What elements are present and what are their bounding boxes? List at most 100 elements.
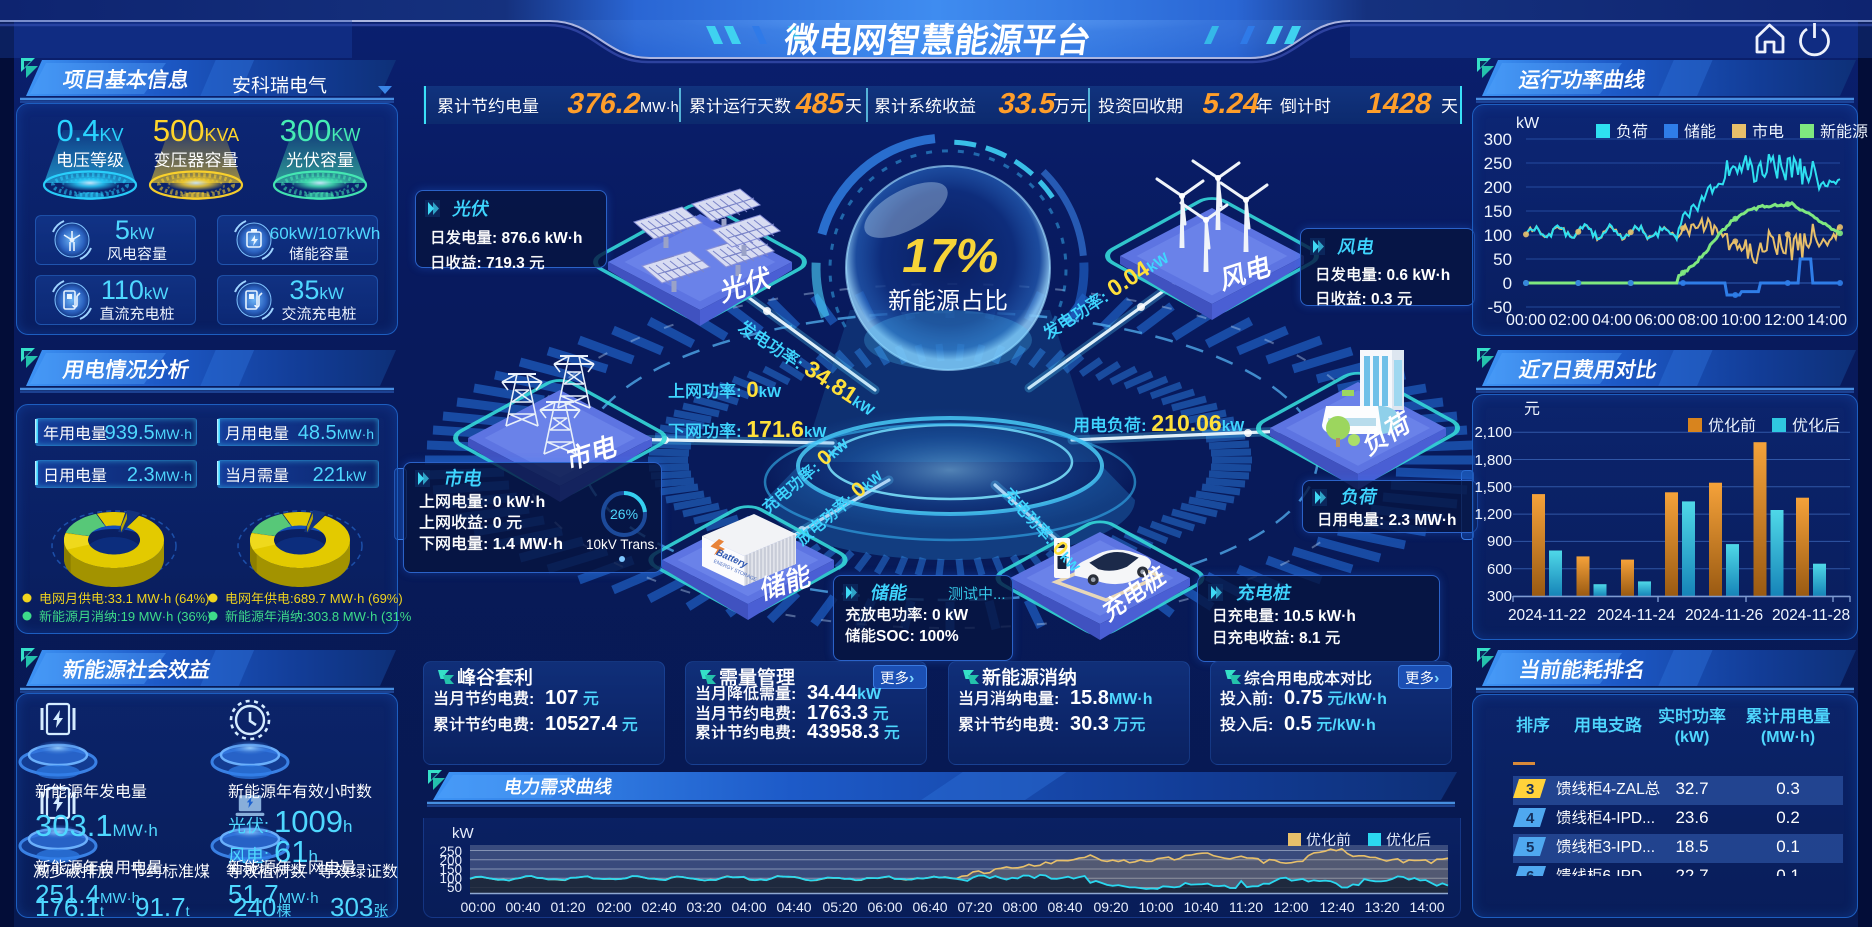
svg-text:8.1: 8.1 [1299, 630, 1321, 647]
svg-text:1.4 MW·h: 1.4 MW·h [493, 536, 563, 553]
svg-text:04:40: 04:40 [777, 899, 812, 915]
svg-text:kW: kW [857, 686, 882, 703]
svg-text:376.2: 376.2 [565, 87, 644, 120]
svg-text::: : [483, 536, 488, 553]
svg-text::: : [264, 816, 269, 836]
svg-text:5: 5 [115, 215, 130, 245]
svg-text:kW: kW [452, 825, 475, 842]
svg-text:10.5 kW·h: 10.5 kW·h [1283, 608, 1355, 625]
svg-text:1,500: 1,500 [1474, 479, 1512, 496]
svg-text:32.7: 32.7 [1675, 779, 1708, 798]
svg-text::: : [1141, 416, 1147, 435]
svg-text:4: 4 [1526, 810, 1535, 827]
svg-text:03:20: 03:20 [686, 899, 721, 915]
svg-text:23.6: 23.6 [1675, 808, 1708, 827]
svg-text:MW·h: MW·h [337, 426, 374, 442]
svg-text:60kW/107kWh: 60kW/107kWh [270, 224, 381, 243]
svg-text::: : [736, 382, 742, 401]
svg-text:15.8: 15.8 [1070, 687, 1109, 709]
svg-text::: : [1377, 267, 1382, 284]
svg-text::: : [791, 725, 796, 742]
svg-text::: : [290, 591, 294, 606]
svg-text:26%: 26% [610, 506, 638, 522]
svg-text:t: t [186, 903, 190, 919]
svg-text:150: 150 [439, 862, 462, 877]
svg-text:2024-11-22: 2024-11-22 [1508, 607, 1586, 624]
svg-text:MW·h: MW·h [113, 821, 158, 840]
svg-text:06:00: 06:00 [867, 899, 902, 915]
svg-text:35: 35 [289, 275, 319, 305]
svg-text:0.3: 0.3 [1371, 291, 1393, 308]
svg-text:100: 100 [1484, 226, 1512, 245]
svg-text::: : [791, 686, 796, 703]
svg-text:6: 6 [1526, 868, 1534, 877]
svg-text:2,100: 2,100 [1474, 424, 1512, 441]
svg-text:17%: 17% [898, 229, 1004, 283]
svg-text::: : [529, 717, 534, 734]
svg-text::: : [1362, 291, 1367, 308]
svg-text:1,800: 1,800 [1474, 452, 1512, 469]
svg-text:07:20: 07:20 [958, 899, 993, 915]
svg-text:171.6: 171.6 [746, 416, 804, 442]
svg-text:1428: 1428 [1364, 87, 1435, 120]
svg-text:02:00: 02:00 [1549, 312, 1589, 329]
svg-text:22.7: 22.7 [1675, 866, 1708, 876]
svg-text:500: 500 [153, 113, 205, 148]
svg-text:250: 250 [1484, 154, 1512, 173]
svg-text:51.7: 51.7 [228, 879, 279, 909]
svg-text::: : [1379, 512, 1384, 529]
svg-text:2024-11-24: 2024-11-24 [1597, 607, 1676, 624]
svg-text:02:40: 02:40 [641, 899, 676, 915]
svg-text:KW: KW [331, 125, 360, 145]
svg-text:00:40: 00:40 [506, 899, 541, 915]
svg-text:7: 7 [1538, 359, 1554, 382]
svg-text:-50: -50 [1487, 298, 1512, 317]
svg-text::: : [1054, 691, 1059, 708]
svg-text:14:00: 14:00 [1409, 899, 1444, 915]
svg-text:6-IPD: 6-IPD [1603, 868, 1643, 876]
svg-text:0: 0 [1503, 274, 1512, 293]
svg-text:689.7 MW·h (69%): 689.7 MW·h (69%) [294, 591, 403, 606]
svg-text:12:00: 12:00 [1764, 312, 1804, 329]
svg-text:0 kW·h: 0 kW·h [493, 494, 545, 511]
svg-text:33.1 MW·h (64%): 33.1 MW·h (64%) [108, 591, 210, 606]
svg-text:01:20: 01:20 [551, 899, 586, 915]
svg-text:30.3: 30.3 [1070, 713, 1109, 735]
svg-text:600: 600 [1487, 561, 1512, 578]
svg-text:485: 485 [793, 87, 848, 120]
svg-text:MW·h: MW·h [155, 426, 192, 442]
svg-text::: : [529, 691, 534, 708]
svg-text:t: t [100, 903, 104, 919]
svg-text::: : [303, 609, 307, 624]
svg-text:10:00: 10:00 [1138, 899, 1173, 915]
svg-text:09:20: 09:20 [1093, 899, 1128, 915]
svg-text:5.24: 5.24 [1200, 87, 1264, 120]
svg-text:kW: kW [144, 284, 169, 303]
svg-text:06:40: 06:40 [912, 899, 947, 915]
svg-text:100%: 100% [919, 628, 959, 645]
svg-text:kW: kW [804, 424, 827, 441]
svg-text:2024-11-26: 2024-11-26 [1685, 607, 1763, 624]
svg-text:h: h [308, 847, 317, 866]
svg-text:0 kW: 0 kW [932, 607, 969, 624]
svg-text:176.1: 176.1 [35, 892, 100, 922]
svg-text:100: 100 [439, 871, 462, 886]
svg-text:10527.4: 10527.4 [545, 713, 618, 735]
svg-text:kW: kW [1516, 115, 1540, 132]
svg-text:50: 50 [447, 880, 462, 895]
svg-text:3: 3 [1526, 781, 1534, 798]
svg-text:1763.3: 1763.3 [807, 702, 868, 724]
svg-text:04:00: 04:00 [732, 899, 767, 915]
svg-text:08:00: 08:00 [1678, 312, 1718, 329]
svg-text:/kW·h: /kW·h [1332, 717, 1376, 734]
svg-text:300: 300 [1487, 588, 1512, 605]
svg-text:kW: kW [1222, 418, 1245, 435]
svg-text::: : [117, 609, 121, 624]
svg-text:›: › [909, 670, 914, 687]
svg-text:kW: kW [130, 224, 155, 243]
svg-text:12:40: 12:40 [1319, 899, 1354, 915]
svg-text:50: 50 [1493, 250, 1512, 269]
svg-text::: : [483, 515, 488, 532]
svg-text:04:00: 04:00 [1592, 312, 1632, 329]
svg-text:251.4: 251.4 [35, 879, 100, 909]
